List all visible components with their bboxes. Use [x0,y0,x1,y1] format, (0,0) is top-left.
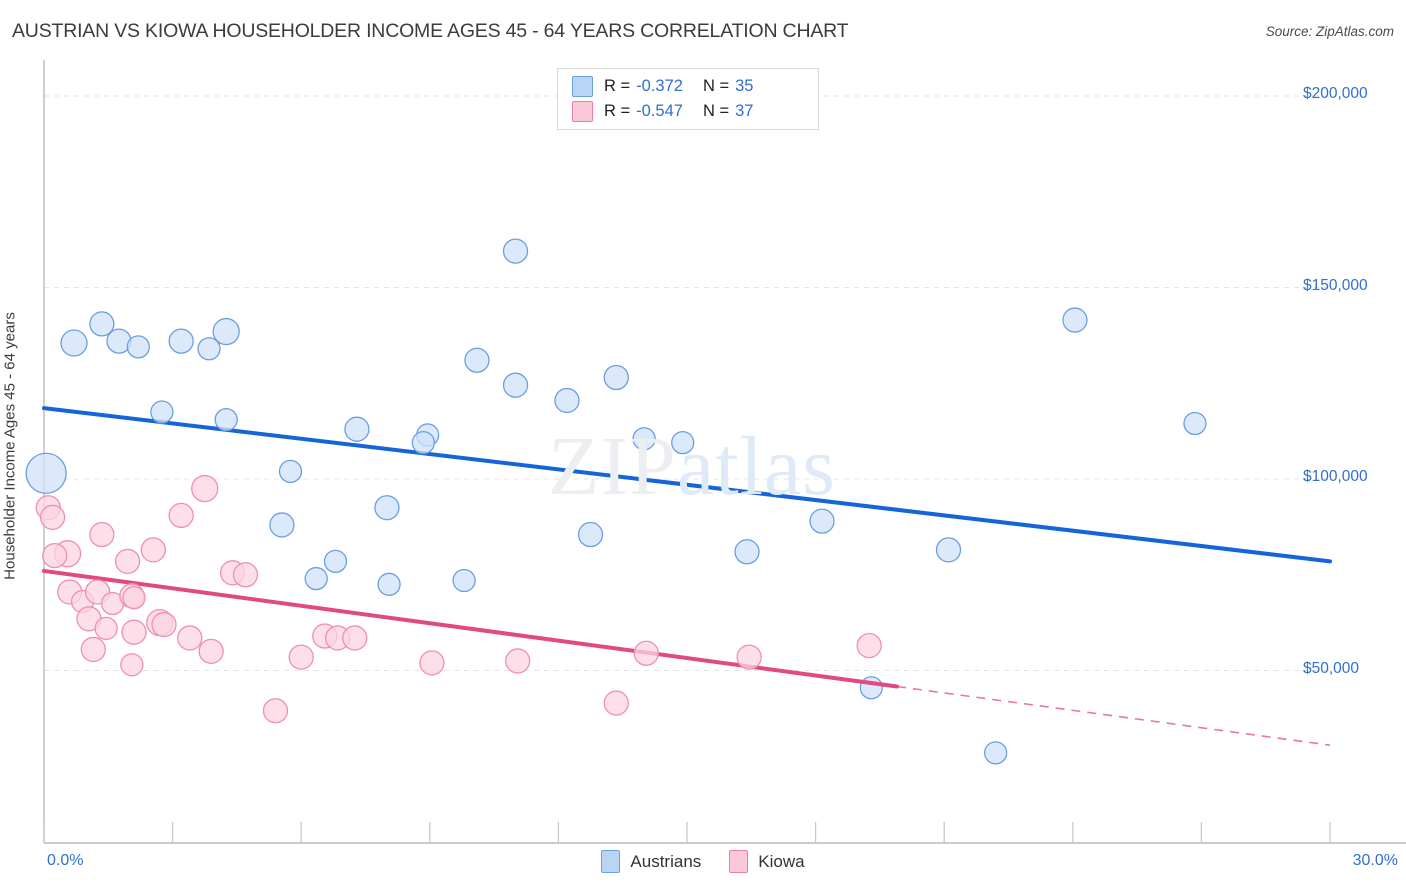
kiowa-n-value: 37 [735,102,754,120]
data-point[interactable] [60,329,88,357]
data-point[interactable] [505,648,531,674]
correlation-stats-box: R = -0.372 N = 35 R = -0.547 N = 37 [557,68,819,130]
austrians-r-value: -0.372 [636,77,683,95]
data-point[interactable] [323,549,348,573]
austrians-legend-label: Austrians [630,851,702,871]
data-point[interactable] [603,364,629,391]
data-point[interactable] [809,508,835,534]
series-kiowa [35,474,1331,746]
data-point[interactable] [212,317,240,346]
legend-item-kiowa[interactable]: Kiowa [729,850,805,873]
data-point[interactable] [464,347,490,373]
y-tick-label: $200,000 [1303,85,1368,102]
data-point[interactable] [342,625,368,651]
data-point[interactable] [262,698,289,724]
y-tick-label: $100,000 [1303,468,1368,485]
data-point[interactable] [25,452,67,494]
y-tick-label: $50,000 [1303,659,1360,677]
data-point[interactable] [633,640,659,666]
trendline-extrapolated-kiowa [896,685,1331,746]
data-point[interactable] [126,335,150,359]
data-point[interactable] [269,512,295,538]
data-point[interactable] [502,372,529,398]
kiowa-legend-label: Kiowa [758,851,805,871]
y-tick-label: $150,000 [1303,276,1368,294]
data-point[interactable] [114,548,141,574]
data-point[interactable] [278,459,303,483]
data-point[interactable] [80,636,106,663]
stats-row-austrians: R = -0.372 N = 35 [572,74,808,99]
data-point[interactable] [935,537,962,563]
series-legend: Austrians Kiowa [0,850,1406,873]
data-point[interactable] [198,638,224,664]
kiowa-swatch-icon [572,101,593,122]
data-point[interactable] [603,690,629,716]
austrians-swatch-icon [572,76,593,97]
data-point[interactable] [232,562,259,588]
data-point[interactable] [736,644,762,670]
x-tick-label-max: 30.0% [1352,852,1398,869]
austrians-n-value: 35 [735,77,754,95]
data-point[interactable] [1062,307,1088,333]
data-point[interactable] [983,741,1008,765]
data-point[interactable] [121,619,147,645]
data-point[interactable] [856,632,882,659]
series-austrians [25,238,1332,765]
data-point[interactable] [288,644,314,670]
data-point[interactable] [39,504,66,530]
data-point[interactable] [411,430,436,455]
x-tick-label-min: 0.0% [47,852,84,869]
data-point[interactable] [344,416,370,442]
data-point[interactable] [554,387,580,414]
data-point[interactable] [122,586,146,610]
data-point[interactable] [89,311,115,337]
trendline-austrians [42,406,1332,564]
data-point[interactable] [168,502,194,529]
data-point[interactable] [1183,411,1207,436]
data-point[interactable] [377,572,401,596]
data-point[interactable] [120,653,144,677]
data-point[interactable] [197,337,221,361]
kiowa-r-label: R = [604,102,631,120]
data-point[interactable] [734,539,760,565]
data-point[interactable] [94,616,118,641]
data-point[interactable] [168,328,194,354]
data-point[interactable] [151,611,177,638]
data-point[interactable] [150,400,174,424]
data-point[interactable] [214,407,238,432]
source-note: Source: ZipAtlas.com [1265,24,1394,39]
kiowa-r-value: -0.547 [636,102,683,120]
data-point[interactable] [42,542,68,569]
data-point[interactable] [89,521,115,548]
austrians-r-label: R = [604,77,631,95]
data-point[interactable] [304,566,328,591]
kiowa-n-label: N = [702,102,730,120]
kiowa-legend-swatch-icon [729,850,749,873]
data-point[interactable] [671,430,695,455]
data-point[interactable] [577,521,604,548]
stats-row-kiowa: R = -0.547 N = 37 [572,99,808,124]
legend-item-austrians[interactable]: Austrians [601,850,701,873]
austrians-n-label: N = [702,77,730,95]
data-point[interactable] [419,650,445,676]
austrians-legend-swatch-icon [601,850,621,873]
data-point[interactable] [632,427,656,451]
page-title: AUSTRIAN VS KIOWA HOUSEHOLDER INCOME AGE… [12,20,849,42]
data-point[interactable] [502,238,529,264]
data-point[interactable] [452,568,476,593]
data-point[interactable] [140,537,166,563]
data-point[interactable] [374,495,400,521]
data-point[interactable] [177,625,203,651]
data-point[interactable] [191,474,219,503]
